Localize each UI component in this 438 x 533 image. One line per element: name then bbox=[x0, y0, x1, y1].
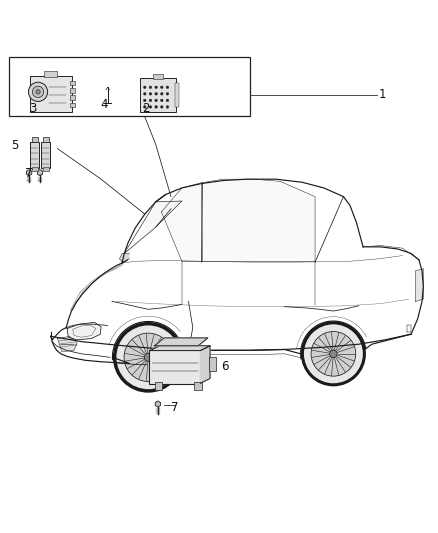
Circle shape bbox=[144, 86, 146, 88]
Circle shape bbox=[166, 99, 169, 102]
Polygon shape bbox=[57, 336, 77, 352]
Polygon shape bbox=[201, 346, 210, 383]
Circle shape bbox=[124, 333, 173, 382]
Circle shape bbox=[155, 106, 157, 108]
Bar bbox=[209, 358, 216, 370]
Bar bbox=[71, 81, 75, 85]
Polygon shape bbox=[416, 269, 424, 302]
Bar bbox=[10, 57, 250, 116]
Bar bbox=[194, 382, 202, 390]
Bar bbox=[30, 142, 39, 168]
Bar bbox=[44, 71, 57, 77]
Bar bbox=[71, 103, 75, 107]
Circle shape bbox=[311, 332, 356, 376]
Circle shape bbox=[160, 86, 163, 88]
Text: 7: 7 bbox=[171, 401, 178, 414]
Circle shape bbox=[330, 350, 337, 358]
Circle shape bbox=[160, 106, 163, 108]
Polygon shape bbox=[124, 201, 182, 253]
Circle shape bbox=[149, 99, 152, 102]
Circle shape bbox=[166, 93, 169, 95]
Bar bbox=[175, 83, 179, 107]
Circle shape bbox=[149, 86, 152, 88]
Text: 5: 5 bbox=[12, 139, 19, 151]
FancyBboxPatch shape bbox=[140, 78, 176, 112]
Bar bbox=[32, 137, 38, 142]
FancyBboxPatch shape bbox=[149, 350, 201, 384]
Circle shape bbox=[160, 93, 163, 95]
Bar bbox=[41, 142, 50, 168]
Polygon shape bbox=[120, 253, 130, 263]
Circle shape bbox=[155, 93, 157, 95]
FancyBboxPatch shape bbox=[30, 76, 72, 112]
Polygon shape bbox=[202, 179, 315, 261]
Circle shape bbox=[144, 353, 152, 361]
Circle shape bbox=[144, 106, 146, 108]
Bar bbox=[71, 95, 75, 100]
Circle shape bbox=[166, 86, 169, 88]
Circle shape bbox=[155, 99, 157, 102]
Circle shape bbox=[160, 99, 163, 102]
Circle shape bbox=[144, 99, 146, 102]
Circle shape bbox=[149, 106, 152, 108]
Circle shape bbox=[36, 90, 40, 94]
Bar bbox=[42, 167, 49, 171]
Text: 2: 2 bbox=[142, 102, 149, 115]
Bar bbox=[42, 137, 49, 142]
Circle shape bbox=[144, 93, 146, 95]
Text: 6: 6 bbox=[221, 360, 229, 374]
Circle shape bbox=[155, 86, 157, 88]
Bar bbox=[152, 74, 163, 78]
Circle shape bbox=[302, 323, 364, 385]
Bar bbox=[32, 167, 38, 171]
Text: 7: 7 bbox=[25, 167, 32, 180]
Circle shape bbox=[166, 106, 169, 108]
Polygon shape bbox=[67, 322, 101, 340]
Polygon shape bbox=[155, 338, 208, 346]
Bar bbox=[155, 382, 162, 390]
Circle shape bbox=[115, 324, 182, 391]
Circle shape bbox=[28, 82, 48, 101]
Polygon shape bbox=[161, 183, 202, 261]
Circle shape bbox=[149, 93, 152, 95]
Polygon shape bbox=[150, 346, 210, 351]
Circle shape bbox=[32, 86, 44, 98]
Text: 1: 1 bbox=[378, 87, 386, 101]
Text: 4: 4 bbox=[100, 99, 108, 111]
Text: 3: 3 bbox=[29, 102, 36, 115]
Bar bbox=[71, 88, 75, 93]
